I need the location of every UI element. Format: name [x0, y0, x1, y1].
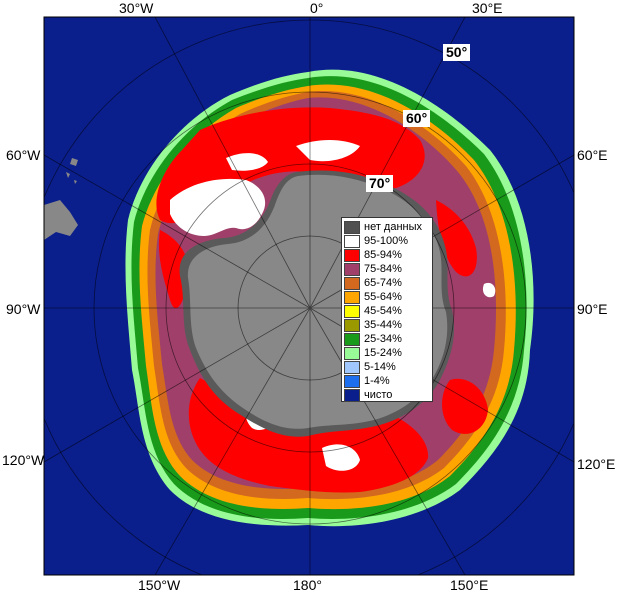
legend-item: 85-94%: [344, 248, 402, 262]
legend-label: 45-54%: [364, 305, 402, 317]
legend-label: 5-14%: [364, 361, 396, 373]
meridians: [44, 17, 574, 575]
ice-95-100-weddell: [170, 178, 266, 236]
ice-85-94-east-south: [442, 378, 488, 434]
legend-item: чисто: [344, 388, 392, 402]
lon-label-90e-right: 90°E: [577, 301, 608, 317]
legend-label: 95-100%: [364, 235, 409, 247]
legend-item: 55-64%: [344, 290, 402, 304]
legend-label: 15-24%: [364, 347, 402, 359]
lon-label-90w-left: 90°W: [6, 301, 41, 317]
legend-label: чисто: [364, 389, 393, 401]
map-frame: [43, 16, 575, 576]
legend-item: нет данных: [344, 220, 422, 234]
ice-95-100-ross: [322, 444, 360, 471]
legend-label: 55-64%: [364, 291, 402, 303]
legend-label: 65-74%: [364, 277, 402, 289]
ice-85-94-east: [436, 200, 477, 277]
legend-swatch: [344, 388, 360, 402]
legend-swatch: [344, 290, 360, 304]
legend-swatch: [344, 234, 360, 248]
legend-swatch: [344, 318, 360, 332]
legend-swatch: [344, 374, 360, 388]
lon-label-120e-right: 120°E: [577, 456, 616, 472]
lon-label-180-bottom: 180°: [293, 577, 322, 593]
ice-95-100-weddell-north: [226, 153, 268, 171]
lat-label-70: 70°: [366, 175, 394, 192]
legend-swatch: [344, 304, 360, 318]
legend-item: 5-14%: [344, 360, 396, 374]
legend-item: 15-24%: [344, 346, 402, 360]
legend-swatch: [344, 220, 360, 234]
lon-label-150e-bottom: 150°E: [450, 577, 489, 593]
legend-label: 85-94%: [364, 249, 402, 261]
ice-95-100-north: [296, 140, 360, 162]
legend-label: 1-4%: [364, 375, 390, 387]
legend-item: 1-4%: [344, 374, 390, 388]
lon-label-60w-left: 60°W: [6, 147, 41, 163]
legend-item: 45-54%: [344, 304, 402, 318]
south-america-land: [44, 200, 78, 240]
ice-95-100-east: [482, 282, 496, 298]
legend-item: 75-84%: [344, 262, 402, 276]
legend-item: 25-34%: [344, 332, 402, 346]
lat-label-60: 60°: [403, 110, 431, 127]
legend-swatch: [344, 346, 360, 360]
lon-label-120w-left: 120°W: [2, 452, 45, 468]
ice-85-94-west: [158, 230, 189, 309]
lon-label-30e-top: 30°E: [472, 0, 503, 16]
legend-swatch: [344, 248, 360, 262]
legend-label: нет данных: [364, 221, 423, 233]
legend-swatch: [344, 276, 360, 290]
legend-swatch: [344, 262, 360, 276]
legend-item: 35-44%: [344, 318, 402, 332]
legend-label: 75-84%: [364, 263, 402, 275]
legend-item: 95-100%: [344, 234, 408, 248]
lon-label-150w-bottom: 150°W: [138, 577, 181, 593]
legend-item: 65-74%: [344, 276, 402, 290]
legend-label: 25-34%: [364, 333, 402, 345]
lon-label-30w-top: 30°W: [119, 0, 154, 16]
concentration-legend: нет данных 95-100% 85-94% 75-84% 65-74% 55-64…: [341, 217, 433, 402]
legend-swatch: [344, 360, 360, 374]
legend-label: 35-44%: [364, 319, 402, 331]
lon-label-60e-right: 60°E: [577, 147, 608, 163]
lat-label-50: 50°: [443, 44, 471, 61]
lon-label-0-top: 0°: [310, 0, 324, 16]
legend-swatch: [344, 332, 360, 346]
island-specks: [66, 158, 78, 184]
